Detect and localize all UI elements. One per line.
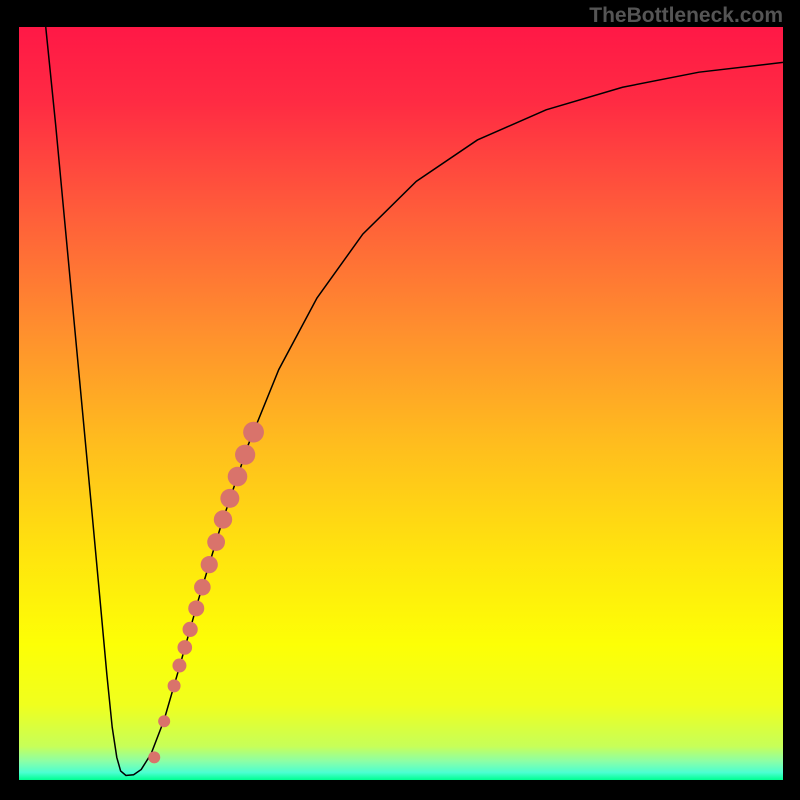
marker-dot [214,510,232,528]
marker-dot [148,751,160,763]
plot-area [19,27,783,780]
marker-dot [172,659,186,673]
marker-dot [235,445,255,465]
plot-svg [19,27,783,780]
marker-dot [183,622,198,637]
marker-dot [201,556,218,573]
gradient-background [19,27,783,780]
marker-dot [194,579,211,596]
marker-dot [188,600,204,616]
marker-dot [243,422,264,443]
marker-dot [207,533,225,551]
marker-dot [168,679,181,692]
marker-dot [220,489,239,508]
marker-dot [228,467,248,487]
frame-bottom [0,780,800,800]
marker-dot [177,640,192,655]
marker-dot [158,715,170,727]
chart-root: TheBottleneck.com [0,0,800,800]
source-label: TheBottleneck.com [589,4,783,28]
frame-left [0,0,19,800]
frame-right [783,0,800,800]
